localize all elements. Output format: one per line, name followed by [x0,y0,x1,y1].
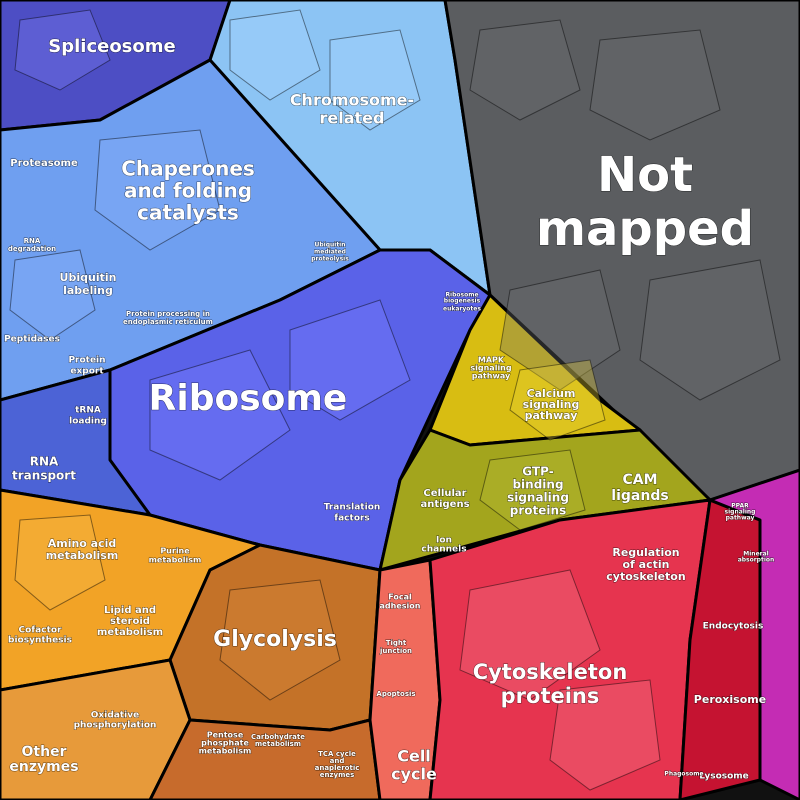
label-amino-acid-line2: metabolism [46,549,119,562]
label-calcium-line2: signaling [523,398,580,411]
label-cam-ligands-line2: ligands [611,488,668,504]
label-chaperones-line3: catalysts [137,201,239,225]
label-lysosome: Lysosome [699,772,749,782]
label-glycolysis: Glycolysis [213,627,337,652]
label-rna-degradation-line2: degradation [8,245,56,253]
label-pentose-line1: Pentose [207,731,244,740]
label-cytoskeleton-line1: Cytoskeleton [473,660,628,684]
label-tight-junction-line2: junction [379,647,412,655]
label-amino-acid-line1: Amino acid [48,537,117,550]
region-carbohydrate [148,718,382,800]
label-ubiquitin-labeling-line1: Ubiquitin [60,271,117,284]
label-cellular-antigens-line2: antigens [420,499,469,510]
label-cam-ligands-line1: CAM [622,472,657,488]
label-ubiquitin-proteolysis-line1: Ubiquitin [314,242,345,249]
label-lipid-line1: Lipid and [104,605,156,616]
label-ubiquitin-proteolysis-line2: mediated [314,249,346,256]
label-mapk-line1: MAPK [478,356,505,365]
label-not-mapped-line2: mapped [536,201,754,257]
label-rna-transport-line2: transport [12,469,76,483]
label-protein-export-line1: Protein [68,356,105,366]
label-chaperones-line1: Chaperones [121,157,255,181]
label-purine-line1: Purine [160,547,190,556]
label-rna-transport-line1: RNA [30,455,59,469]
label-regulation-actin-line2: of actin [623,558,670,571]
label-phagosome: Phagosome [664,771,703,778]
label-tca-line1: TCA cycle [318,750,356,758]
label-focal-adhesion-line2: adhesion [380,602,421,611]
region-rna-transport [0,368,152,517]
label-regulation-actin-line1: Regulation [612,546,679,559]
label-pentose-line3: metabolism [199,747,252,756]
texture-cells [9,9,781,791]
label-purine-line2: metabolism [149,556,202,565]
label-chaperones-line2: and folding [124,179,252,203]
labels: Spliceosome Chromosome- related Not mapp… [4,36,775,785]
label-ion-channels-line1: Ion [436,536,452,546]
label-ubiquitin-labeling-line2: labeling [63,284,113,297]
label-chromosome-related-line2: related [320,109,385,128]
label-focal-adhesion-line1: Focal [388,593,412,602]
label-ribosome: Ribosome [149,378,348,419]
label-regulation-actin-line3: cytoskeleton [606,570,685,583]
label-cellular-antigens-line1: Cellular [423,488,466,499]
label-translation-factors-line2: factors [334,514,370,524]
label-trna-loading-line2: loading [69,417,107,427]
label-calcium-line1: Calcium [527,387,576,400]
label-oxphos-line2: phosphorylation [74,721,157,731]
label-apoptosis: Apoptosis [376,690,415,698]
label-ion-channels-line2: channels [421,545,466,555]
label-calcium-line3: pathway [525,409,578,422]
label-mineral-line1: Mineral [743,551,768,558]
label-lipid-line3: metabolism [97,627,163,638]
label-endocytosis: Endocytosis [703,622,764,632]
label-not-mapped-line1: Not [597,147,693,203]
label-gtp-line2: binding [512,478,563,492]
label-cell-cycle-line2: cycle [391,765,437,784]
label-cytoskeleton-line2: proteins [501,684,600,708]
label-protein-processing-line1: Protein processing in [126,310,210,318]
label-mineral-line2: absorption [738,557,775,564]
label-chromosome-related-line1: Chromosome- [290,91,414,110]
label-mapk-line3: pathway [472,372,511,381]
label-pentose-line2: phosphate [201,739,249,748]
label-tca-line3: anaplerotic [315,764,360,772]
label-gtp-line1: GTP- [522,465,553,479]
label-protein-processing-line2: endoplasmic reticulum [123,318,213,326]
label-ppar-line3: pathway [726,515,755,522]
label-lipid-line2: steroid [110,616,150,627]
region-ppar [708,468,800,800]
label-cofactor-line1: Cofactor [18,626,62,636]
label-protein-export-line2: export [70,367,104,377]
label-other-enzymes-line1: Other [22,744,67,760]
label-eukaryotes: eukaryotes [443,306,481,313]
label-translation-factors-line1: Translation [324,503,381,513]
label-trna-loading-line1: tRNA [75,406,101,416]
label-mapk-line2: signaling [470,364,512,373]
label-cell-cycle-line1: Cell [397,747,431,766]
label-peroxisome: Peroxisome [694,693,766,706]
label-carbohydrate-line1: Carbohydrate [251,733,305,741]
label-carbohydrate-line2: metabolism [255,740,301,748]
label-ppar-line1: PPAR [731,503,749,510]
label-other-enzymes-line2: enzymes [9,759,78,775]
label-gtp-line3: signaling [507,491,569,505]
label-spliceosome: Spliceosome [48,36,175,57]
label-tca-line2: and [330,757,345,765]
label-ubiquitin-proteolysis-line3: proteolysis [311,256,349,263]
label-peptidases: Peptidases [4,335,60,345]
label-proteasome: Proteasome [10,158,78,169]
label-cofactor-line2: biosynthesis [8,636,72,646]
label-rna-degradation-line1: RNA [24,237,41,245]
label-tca-line4: enzymes [320,771,355,779]
label-ribosome-biogenesis-line1: Ribosome [445,292,478,299]
label-tight-junction-line1: Tight [386,639,407,647]
label-ribosome-biogenesis-line2: biogenesis [444,298,481,305]
label-gtp-line4: proteins [510,504,566,518]
label-ppar-line2: signaling [725,509,756,516]
label-oxphos-line1: Oxidative [91,711,139,721]
